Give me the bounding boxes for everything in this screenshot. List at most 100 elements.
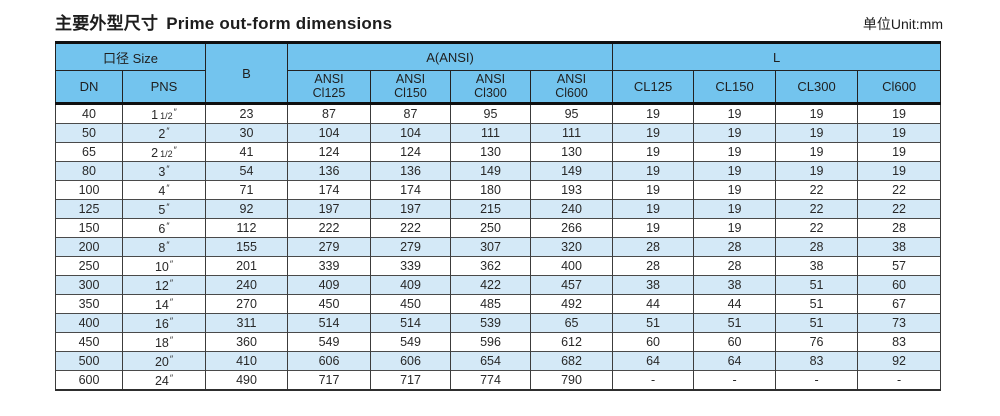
- cell-pns: 14″: [122, 294, 206, 314]
- cell-l-cl300: 51: [775, 275, 859, 295]
- table-row: 50 2″ 30 104 104 111 111 19 19 19 19: [55, 123, 942, 143]
- pns-value: 24: [154, 373, 169, 388]
- header-col-ansi-cl125: ANSI Cl125: [287, 70, 371, 105]
- cell-l-cl150: 38: [693, 275, 777, 295]
- inch-mark: ″: [169, 334, 174, 345]
- cell-l-cl150: 19: [693, 218, 777, 238]
- unit-label: 单位Unit:mm: [862, 16, 943, 32]
- cell-dn: 600: [55, 370, 123, 390]
- cell-l-cl125: 19: [612, 218, 695, 238]
- table-header: 口径 Size B A(ANSI) L DN PNS ANSI Cl125 AN…: [55, 42, 942, 105]
- cell-l-cl125: 64: [612, 351, 695, 371]
- cell-l-cl300: 83: [775, 351, 859, 371]
- cell-b: 112: [205, 218, 288, 238]
- header-col-ansi-cl150: ANSI Cl150: [370, 70, 451, 105]
- cell-l-cl600: 28: [857, 218, 942, 238]
- inch-mark: ″: [169, 258, 174, 269]
- cell-ansi-cl150: 87: [370, 103, 451, 124]
- cell-ansi-cl600: 400: [529, 256, 614, 276]
- cell-b: 23: [205, 103, 288, 124]
- cell-dn: 150: [55, 218, 123, 238]
- cell-l-cl125: 60: [612, 332, 695, 352]
- cell-l-cl600: -: [857, 370, 942, 390]
- cell-l-cl600: 57: [857, 256, 942, 276]
- cell-ansi-cl300: 215: [450, 199, 531, 219]
- cell-ansi-cl300: 485: [450, 294, 531, 314]
- table-row: 300 12″ 240 409 409 422 457 38 38 51 60: [55, 275, 942, 295]
- cell-ansi-cl150: 197: [370, 199, 451, 219]
- cell-pns: 2″: [122, 123, 206, 143]
- table-row: 40 1 1/2″ 23 87 87 95 95 19 19 19 19: [55, 103, 942, 124]
- cell-dn: 250: [55, 256, 123, 276]
- cell-ansi-cl150: 104: [370, 123, 451, 143]
- cell-ansi-cl125: 717: [287, 370, 371, 390]
- cell-dn: 65: [55, 142, 123, 162]
- cell-l-cl125: 19: [612, 103, 695, 124]
- cell-b: 201: [205, 256, 288, 276]
- cell-b: 360: [205, 332, 288, 352]
- cell-l-cl600: 19: [857, 142, 942, 162]
- cell-ansi-cl125: 124: [287, 142, 371, 162]
- header-col-dn: DN: [55, 70, 123, 105]
- cell-ansi-cl150: 549: [370, 332, 451, 352]
- table-body: 40 1 1/2″ 23 87 87 95 95 19 19 19 19 50 2″ 30 104 104 111…: [55, 103, 942, 390]
- cell-ansi-cl125: 197: [287, 199, 371, 219]
- cell-l-cl150: 19: [693, 142, 777, 162]
- cell-b: 41: [205, 142, 288, 162]
- cell-l-cl150: 64: [693, 351, 777, 371]
- cell-pns: 4″: [122, 180, 206, 200]
- table-row: 250 10″ 201 339 339 362 400 28 28 38 57: [55, 256, 942, 276]
- pns-value: 4: [158, 183, 166, 198]
- header-ansi-line2: Cl150: [394, 85, 427, 100]
- header-ansi-line1: ANSI: [314, 71, 344, 86]
- cell-ansi-cl125: 606: [287, 351, 371, 371]
- cell-dn: 450: [55, 332, 123, 352]
- cell-l-cl125: 19: [612, 142, 695, 162]
- cell-l-cl300: -: [775, 370, 859, 390]
- cell-l-cl125: 19: [612, 161, 695, 181]
- cell-pns: 18″: [122, 332, 206, 352]
- header-col-ansi-cl600: ANSI Cl600: [529, 70, 614, 105]
- pns-value: 2: [151, 145, 159, 160]
- cell-l-cl600: 67: [857, 294, 942, 314]
- cell-ansi-cl150: 222: [370, 218, 451, 238]
- cell-l-cl600: 60: [857, 275, 942, 295]
- cell-ansi-cl150: 606: [370, 351, 451, 371]
- cell-l-cl300: 38: [775, 256, 859, 276]
- page-title: 主要外型尺寸 Prime out-form dimensions: [55, 9, 392, 34]
- cell-ansi-cl300: 654: [450, 351, 531, 371]
- cell-l-cl150: 19: [693, 123, 777, 143]
- cell-dn: 40: [55, 103, 123, 124]
- cell-b: 155: [205, 237, 288, 257]
- header-l-group: L: [612, 42, 942, 71]
- header-col-b: B: [205, 42, 288, 105]
- cell-b: 30: [205, 123, 288, 143]
- cell-l-cl600: 22: [857, 180, 942, 200]
- cell-ansi-cl150: 174: [370, 180, 451, 200]
- cell-ansi-cl125: 339: [287, 256, 371, 276]
- cell-ansi-cl150: 279: [370, 237, 451, 257]
- cell-b: 490: [205, 370, 288, 390]
- inch-mark: ″: [173, 144, 177, 155]
- cell-b: 311: [205, 313, 288, 333]
- cell-b: 54: [205, 161, 288, 181]
- pns-value: 16: [154, 316, 169, 331]
- cell-l-cl150: 19: [693, 161, 777, 181]
- table-row: 80 3″ 54 136 136 149 149 19 19 19 19: [55, 161, 942, 181]
- header-bar: 主要外型尺寸 Prime out-form dimensions 单位Unit:m…: [55, 9, 943, 34]
- cell-ansi-cl125: 514: [287, 313, 371, 333]
- inch-mark: ″: [169, 296, 174, 307]
- cell-l-cl125: 19: [612, 180, 695, 200]
- cell-l-cl150: 28: [693, 256, 777, 276]
- cell-l-cl125: 19: [612, 199, 695, 219]
- cell-l-cl150: 28: [693, 237, 777, 257]
- cell-ansi-cl150: 409: [370, 275, 451, 295]
- cell-ansi-cl300: 596: [450, 332, 531, 352]
- cell-ansi-cl125: 279: [287, 237, 371, 257]
- cell-pns: 2 1/2″: [122, 142, 206, 162]
- cell-pns: 20″: [122, 351, 206, 371]
- header-ansi-line1: ANSI: [475, 71, 506, 86]
- cell-l-cl300: 22: [775, 180, 859, 200]
- cell-ansi-cl600: 95: [529, 103, 614, 124]
